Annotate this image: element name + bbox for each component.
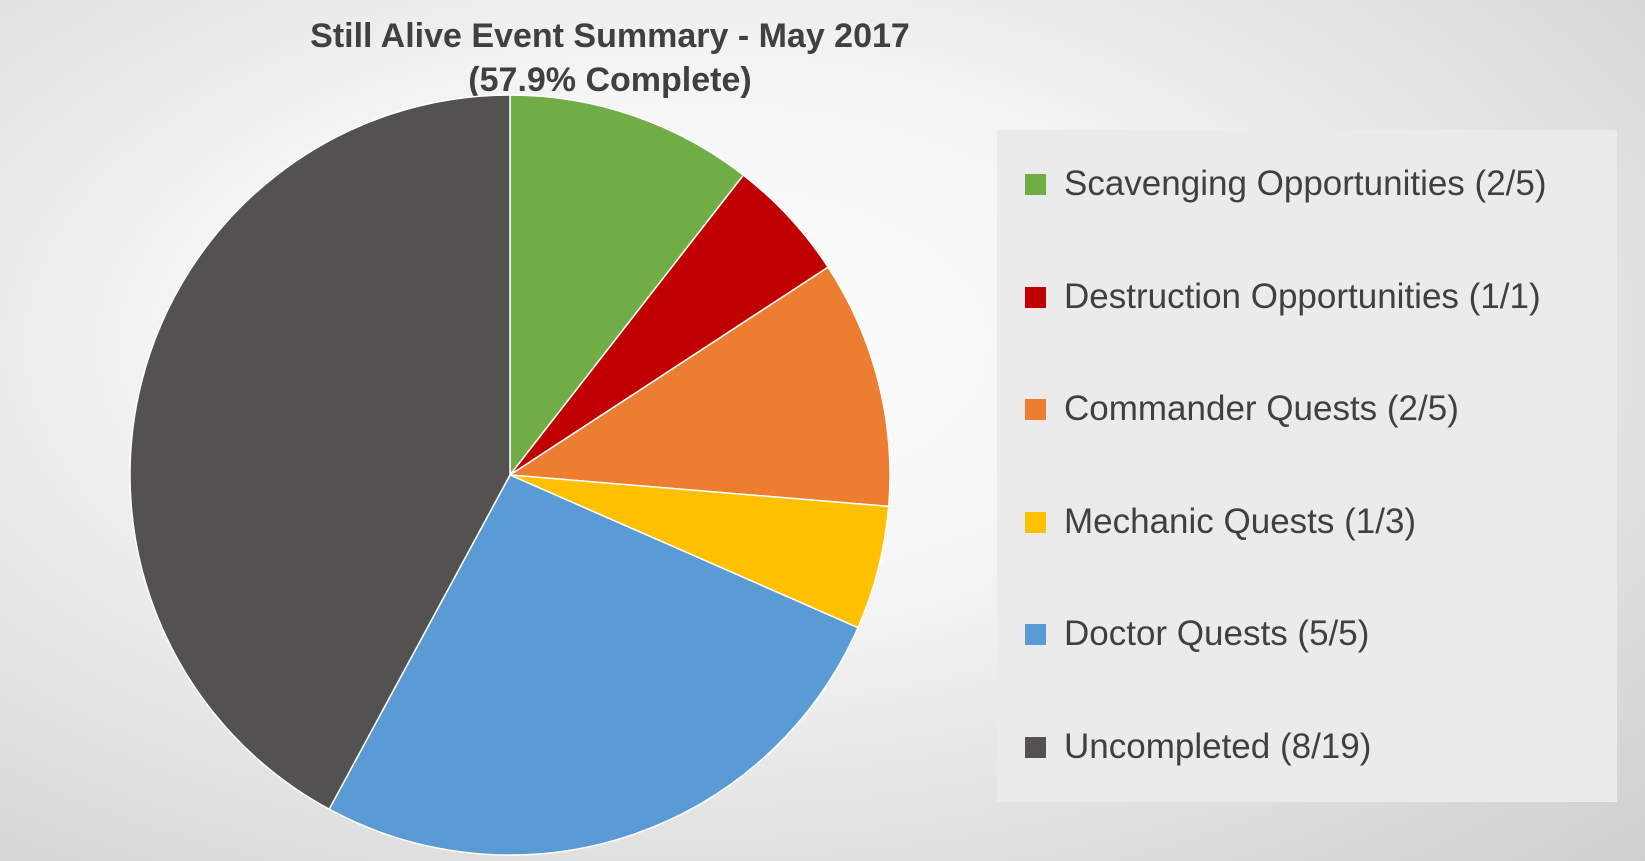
legend-item-uncompleted: Uncompleted (8/19) xyxy=(1025,727,1371,767)
legend-label-mechanic: Mechanic Quests (1/3) xyxy=(1064,502,1417,541)
pie-slice-doctor xyxy=(328,474,859,856)
pie-slice-uncompleted xyxy=(129,94,511,810)
chart-title-block: Still Alive Event Summary - May 2017 (57… xyxy=(0,14,1220,102)
legend-item-commander: Commander Quests (2/5) xyxy=(1025,389,1459,429)
legend-label-doctor: Doctor Quests (5/5) xyxy=(1064,614,1370,653)
legend-label-destruction: Destruction Opportunities (1/1) xyxy=(1064,277,1541,316)
legend-label-commander: Commander Quests (2/5) xyxy=(1064,389,1459,428)
legend-item-mechanic: Mechanic Quests (1/3) xyxy=(1025,502,1416,542)
legend-item-doctor: Doctor Quests (5/5) xyxy=(1025,614,1369,654)
legend-swatch-doctor xyxy=(1025,623,1046,645)
legend-item-destruction: Destruction Opportunities (1/1) xyxy=(1025,277,1541,317)
pie-slice-commander xyxy=(509,266,891,508)
legend-item-scavenging: Scavenging Opportunities (2/5) xyxy=(1025,164,1547,204)
legend-swatch-scavenging xyxy=(1025,173,1046,195)
legend-swatch-commander xyxy=(1025,398,1046,420)
legend-swatch-destruction xyxy=(1025,286,1046,308)
legend-swatch-uncompleted xyxy=(1025,736,1046,758)
pie-slice-scavenging xyxy=(509,94,745,476)
chart-subtitle: (57.9% Complete) xyxy=(468,61,752,99)
chart-title: Still Alive Event Summary - May 2017 xyxy=(310,17,910,55)
legend: Scavenging Opportunities (2/5) Destructi… xyxy=(997,130,1617,802)
legend-label-uncompleted: Uncompleted (8/19) xyxy=(1064,727,1372,766)
legend-label-scavenging: Scavenging Opportunities (2/5) xyxy=(1064,164,1547,203)
legend-swatch-mechanic xyxy=(1025,511,1046,533)
